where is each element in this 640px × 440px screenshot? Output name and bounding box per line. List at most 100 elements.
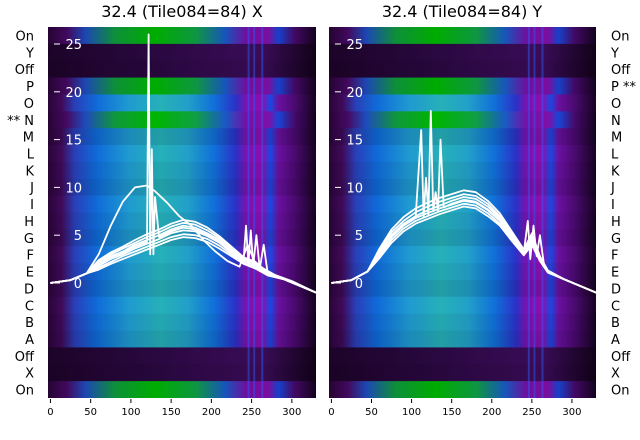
row-label: B: [611, 316, 620, 331]
row-label: K: [25, 164, 34, 179]
heatmap-row: [48, 161, 316, 180]
row-label: X: [611, 367, 620, 382]
heatmap-row: [48, 279, 316, 298]
heatmap-row-shade: [48, 178, 316, 196]
x-tick-label: 200: [482, 407, 501, 418]
heatmap-row-shade: [329, 77, 596, 95]
heatmap-row: [48, 128, 316, 146]
heatmap-row: [329, 330, 596, 349]
row-label: L: [27, 147, 35, 162]
overlay-line: [50, 236, 316, 294]
row-label: On: [16, 29, 34, 44]
row-label: A: [25, 333, 34, 348]
heatmap-row: [329, 94, 596, 112]
row-label: P **: [611, 80, 636, 95]
row-label: D: [611, 282, 621, 297]
y-tick-label: 15: [346, 134, 363, 149]
x-tick-label: 150: [162, 407, 181, 418]
row-label: O: [24, 97, 34, 112]
heatmap-row: [329, 313, 596, 332]
row-label: E: [611, 266, 619, 281]
heatmap-row: [329, 178, 596, 197]
heatmap-row-shade: [48, 263, 316, 280]
x-tick-label: 100: [402, 407, 421, 418]
heatmap-row: [48, 381, 316, 398]
heatmap-row-shade: [329, 60, 596, 78]
heatmap-row: [48, 263, 316, 281]
heatmap-row-shade: [48, 364, 316, 382]
heatmap-row-shade: [329, 313, 596, 331]
heatmap-streak: [533, 27, 536, 398]
row-label: On: [611, 384, 629, 399]
panel-y-y-ticks: 0 5 10 15 20 25: [335, 38, 363, 292]
heatmap-row-shade: [329, 364, 596, 382]
heatmap-row: [329, 43, 596, 62]
heatmap-row: [48, 195, 316, 214]
row-label: F: [27, 249, 34, 264]
heatmap-row: [329, 111, 596, 129]
heatmap-row: [329, 381, 596, 398]
heatmap-streak: [247, 27, 250, 398]
y-tick-label: 5: [74, 229, 82, 244]
heatmap-row-shade: [329, 330, 596, 348]
row-label: P: [26, 80, 34, 95]
x-tick-label: 300: [562, 407, 581, 418]
x-tick-label: 250: [242, 407, 261, 418]
panel-y-heatmap: [329, 27, 596, 398]
heatmap-streak: [527, 27, 530, 398]
row-label: Off: [15, 350, 35, 365]
heatmap-row: [329, 246, 596, 264]
heatmap-row: [329, 27, 596, 45]
panel-x: 32.4 (Tile084=84) X On Y Off PO ** N MLKJIHGF…: [7, 2, 316, 418]
heatmap-row: [329, 60, 596, 79]
heatmap-row-shade: [48, 77, 316, 95]
x-tick-label: 300: [282, 407, 301, 418]
heatmap-row-shade: [329, 161, 596, 179]
heatmap-row-shade: [48, 161, 316, 179]
heatmap-row: [48, 145, 316, 163]
heatmap-row-shade: [48, 60, 316, 78]
overlay-line: [331, 189, 596, 294]
panel-x-y-ticks: 0 5 10 15 20 25: [54, 38, 82, 292]
panel-y-title: 32.4 (Tile084=84) Y: [382, 2, 543, 21]
heatmap-row-shade: [48, 381, 316, 398]
heatmap-row: [48, 60, 316, 79]
heatmap-row-shade: [48, 111, 316, 129]
heatmap-row: [329, 145, 596, 163]
row-label: D: [24, 282, 34, 297]
heatmap-row: [48, 94, 316, 112]
heatmap-row-shade: [329, 381, 596, 398]
y-tick-label: 5: [355, 229, 363, 244]
heatmap-row: [329, 263, 596, 281]
heatmap-row: [329, 128, 596, 146]
y-tick-label: 20: [346, 86, 363, 101]
row-label: Y: [25, 46, 34, 61]
heatmap-row: [329, 77, 596, 96]
heatmap-row-shade: [329, 279, 596, 297]
heatmap-streak: [253, 27, 256, 398]
heatmap-row-shade: [329, 178, 596, 196]
heatmap-row-shade: [329, 128, 596, 146]
heatmap-row: [48, 313, 316, 332]
y-tick-label: 25: [65, 38, 82, 53]
heatmap-row-shade: [48, 330, 316, 348]
panel-x-title: 32.4 (Tile084=84) X: [101, 2, 263, 21]
x-tick-label: 150: [442, 407, 461, 418]
row-label: A: [611, 333, 620, 348]
x-tick-label: 50: [84, 407, 97, 418]
row-label: B: [25, 316, 34, 331]
heatmap-row: [48, 77, 316, 96]
panel-x-x-ticks: 0 50 100 150 200 250 300: [47, 399, 301, 418]
row-label: I: [611, 198, 615, 213]
panel-y-overlay: [331, 110, 596, 294]
heatmap-row: [48, 246, 316, 264]
y-tick-label: 15: [65, 134, 82, 149]
heatmap-streak: [261, 27, 264, 398]
x-tick-label: 250: [522, 407, 541, 418]
heatmap-row-shade: [329, 229, 596, 247]
panel-y: 32.4 (Tile084=84) Y On Y Off P ** ONMLKJIHGF…: [328, 2, 636, 418]
row-label: O: [611, 97, 621, 112]
